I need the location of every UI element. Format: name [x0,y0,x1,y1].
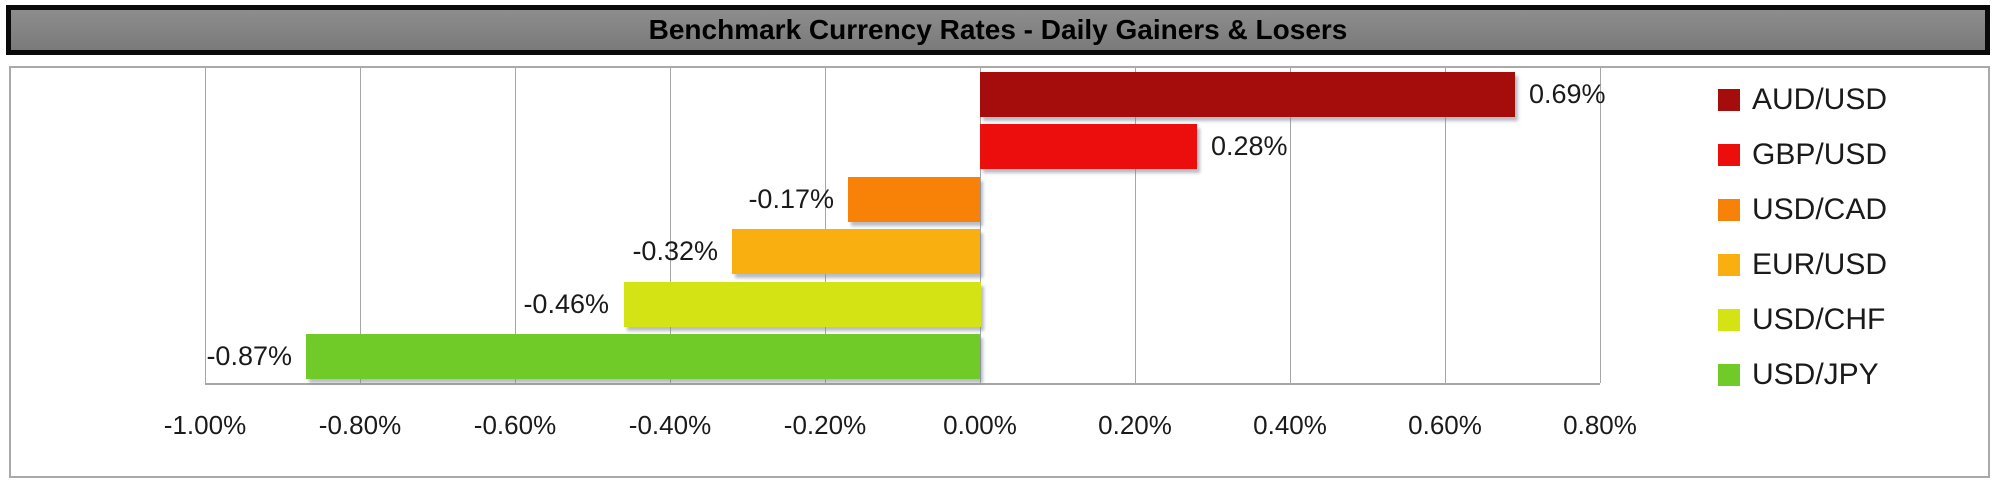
bar-usd-jpy [306,334,980,379]
x-tick-label: -0.40% [628,410,712,440]
legend-label-usd-jpy: USD/JPY [1752,357,1879,391]
legend-swatch-usd-jpy [1718,363,1740,386]
legend-item-usd-chf: USD/CHF [1718,292,1887,347]
bar-value-label-usd-cad: -0.17% [748,184,834,214]
legend-label-usd-cad: USD/CAD [1752,192,1888,226]
gridline [1600,68,1601,383]
legend-swatch-gbp-usd [1718,143,1740,166]
bar-value-label-usd-chf: -0.46% [523,289,609,319]
x-tick-label: 0.00% [943,410,1017,440]
chart-title-bar: Benchmark Currency Rates - Daily Gainers… [6,5,1990,55]
x-tick-label: 0.80% [1563,410,1637,440]
bar-value-label-eur-usd: -0.32% [632,236,718,266]
legend-swatch-aud-usd [1718,88,1740,111]
legend-item-usd-cad: USD/CAD [1718,182,1887,237]
chart-title: Benchmark Currency Rates - Daily Gainers… [648,14,1348,45]
bar-usd-cad [848,177,980,222]
gridline [1445,68,1446,383]
chart-legend: AUD/USD GBP/USD USD/CAD EUR/USD USD/CHF USD/J… [1718,72,1887,402]
bar-usd-chf [624,282,981,327]
x-tick-label: 0.60% [1408,410,1482,440]
x-tick-label: -0.80% [318,410,402,440]
x-tick-label: 0.20% [1098,410,1172,440]
legend-swatch-eur-usd [1718,253,1740,276]
legend-label-usd-chf: USD/CHF [1752,302,1886,336]
legend-swatch-usd-cad [1718,198,1740,221]
x-tick-label: -0.60% [473,410,557,440]
gridline [825,68,826,383]
gridline [205,68,206,383]
bar-value-label-aud-usd: 0.69% [1529,79,1606,109]
bar-eur-usd [732,229,980,274]
legend-label-eur-usd: EUR/USD [1752,247,1888,281]
legend-label-aud-usd: AUD/USD [1752,82,1888,116]
legend-label-gbp-usd: GBP/USD [1752,137,1888,171]
legend-item-eur-usd: EUR/USD [1718,237,1887,292]
x-axis-line [205,383,1600,385]
gridline [1290,68,1291,383]
gridline [515,68,516,383]
bar-gbp-usd [980,124,1197,169]
x-tick-label: 0.40% [1253,410,1327,440]
legend-item-aud-usd: AUD/USD [1718,72,1887,127]
x-tick-label: -1.00% [163,410,247,440]
gridline [670,68,671,383]
x-tick-label: -0.20% [783,410,867,440]
legend-item-usd-jpy: USD/JPY [1718,347,1887,402]
bar-value-label-usd-jpy: -0.87% [206,341,292,371]
bar-aud-usd [980,72,1515,117]
legend-item-gbp-usd: GBP/USD [1718,127,1887,182]
gridline [980,68,981,383]
bar-value-label-gbp-usd: 0.28% [1211,131,1288,161]
gridline [360,68,361,383]
legend-swatch-usd-chf [1718,308,1740,331]
gridline [1135,68,1136,383]
